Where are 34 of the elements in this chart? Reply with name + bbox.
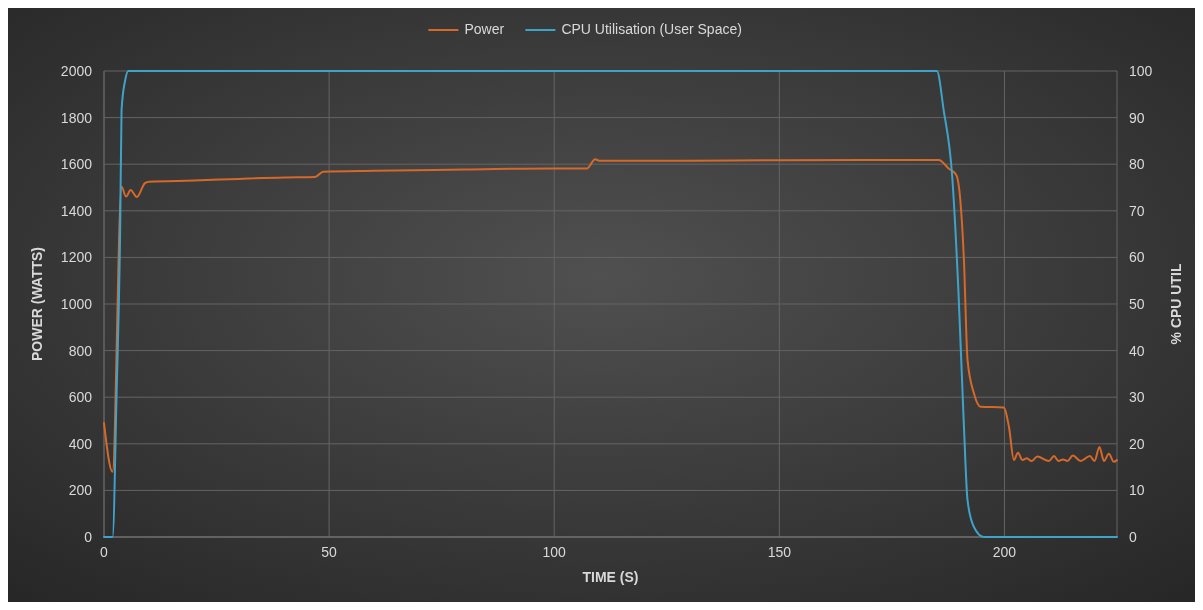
y-tick-label: 400 [68,435,93,452]
y2-tick-label: 60 [1129,249,1145,266]
x-tick-label: 50 [321,544,338,560]
y-axis-title: POWER (WATTS) [29,246,45,362]
line-series [103,158,1118,473]
y-tick-label: 1000 [60,296,93,312]
y-tick-label: 2000 [60,63,93,79]
y-tick-label: 0 [84,529,93,545]
legend-label: Power [464,21,505,37]
y-tick-label: 1400 [60,202,93,219]
x-tick-label: 0 [100,544,109,560]
y-tick-label: 800 [68,342,93,359]
y-tick-label: 600 [68,389,93,406]
line-series [103,70,1118,538]
y2-tick-label: 0 [1129,529,1137,545]
y2-tick-label: 80 [1129,156,1145,173]
y2-tick-label: 10 [1129,482,1145,499]
y2-axis-title: % CPU UTIL [1168,263,1184,345]
legend-label: CPU Utilisation (User Space) [561,21,742,37]
x-tick-label: 100 [542,544,567,560]
y2-tick-label: 70 [1129,202,1145,219]
y-tick-label: 200 [68,482,93,499]
x-tick-label: 200 [992,544,1017,560]
y2-tick-label: 100 [1129,63,1153,79]
y-tick-label: 1600 [60,156,93,173]
x-tick-label: 150 [767,544,792,560]
y-tick-label: 1200 [60,249,93,266]
y-tick-label: 1800 [60,109,93,126]
y2-tick-label: 50 [1129,296,1145,312]
y2-tick-label: 40 [1129,342,1145,359]
y2-tick-label: 90 [1129,109,1145,126]
y2-tick-label: 30 [1129,389,1145,406]
x-axis-title: TIME (S) [582,569,639,585]
y2-tick-label: 20 [1129,435,1145,452]
